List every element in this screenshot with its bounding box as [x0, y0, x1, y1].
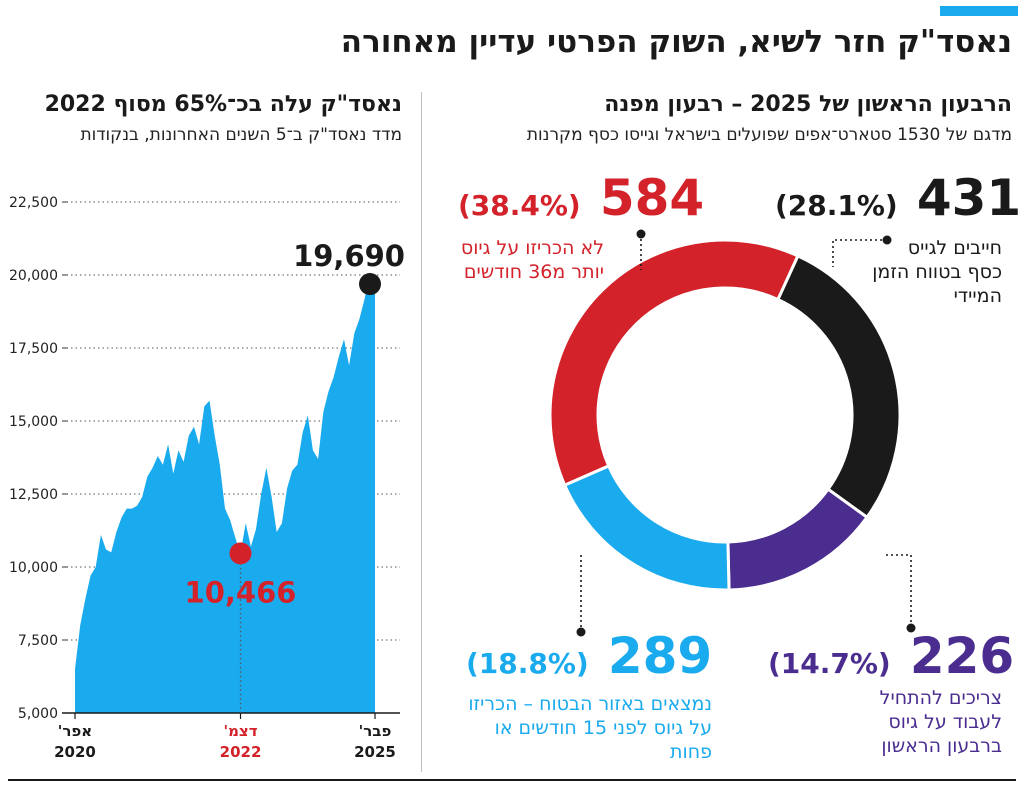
segment-red-percent: (38.4%) — [458, 189, 581, 222]
segment-black-header: (28.1%) 431 — [775, 169, 1022, 228]
donut-segment-3 — [548, 238, 800, 488]
segment-purple-header: (14.7%) 226 — [768, 630, 1020, 686]
segment-blue-description: נמצאים באזור הבטוח – הכריזו על גיוס לפני… — [468, 693, 712, 763]
x-tick-year: 2025 — [354, 743, 396, 761]
leader-lines — [576, 229, 916, 637]
y-axis: 22,500 20,000 17,500 15,000 12,500 10,000 7,50… — [9, 195, 68, 722]
segment-blue-header: (18.8%) 289 — [466, 630, 736, 686]
bottom-rule — [8, 779, 1016, 781]
x-axis: אפר' 2020 דצמ' 2022 פבר' 2025 — [54, 712, 400, 761]
x-tick-label: אפר' — [58, 722, 92, 740]
low-point-marker — [229, 542, 252, 565]
segment-purple-description: צריכים להתחיל לעבוד על גיוס ברבעון הראשו… — [879, 687, 1002, 757]
donut-segments — [548, 238, 902, 592]
leader-dot-blue — [576, 627, 586, 637]
panel-divider — [421, 92, 422, 772]
accent-bar — [940, 6, 1018, 16]
leader-dot-purple — [906, 623, 916, 633]
right-panel-subtitle: מדגם של 1530 סטארט־אפים שפועלים בישראל ו… — [526, 125, 1012, 145]
high-point-marker — [359, 273, 381, 296]
nasdaq-area-chart: 22,500 20,000 17,500 15,000 12,500 10,000 7,50… — [9, 195, 405, 761]
x-tick-year: 2022 — [220, 743, 262, 761]
leader-dot-red — [636, 229, 646, 239]
left-panel-title: נאסד"ק עלה בכ־65% מסוף 2022 — [44, 92, 402, 117]
segment-purple-count: 226 — [909, 627, 1015, 685]
leader-line-black — [832, 239, 887, 267]
segment-black-percent: (28.1%) — [775, 189, 898, 222]
x-tick-label: דצמ' — [223, 722, 257, 740]
leader-dot-black — [882, 235, 892, 245]
leader-line-purple — [886, 554, 912, 626]
segment-black-description: חייבים לגייס כסף בטווח הזמן המיידי — [872, 237, 1002, 307]
y-tick-label: 22,500 — [9, 195, 58, 211]
segment-blue-count: 289 — [607, 627, 713, 685]
chart-annotations: 10,466 19,690 — [185, 239, 405, 713]
y-tick-label: 20,000 — [9, 268, 58, 284]
page-title: נאסד"ק חזר לשיא, השוק הפרטי עדיין מאחורה — [340, 24, 1012, 60]
y-tick-label: 7,500 — [18, 633, 58, 649]
x-tick-year: 2020 — [54, 743, 96, 761]
nasdaq-area — [75, 272, 375, 713]
donut-segment-0 — [775, 253, 902, 520]
y-tick-label: 17,500 — [9, 341, 58, 357]
segment-red-description: לא הכריזו על גיוס יותר מ36 חודשים — [460, 237, 604, 283]
left-panel-subtitle: מדד נאסד"ק ב־5 השנים האחרונות, בנקודות — [80, 125, 402, 145]
high-point-label: 19,690 — [293, 239, 405, 273]
low-point-label: 10,466 — [185, 575, 297, 609]
segment-red-header: (38.4%) 584 — [458, 172, 733, 228]
startups-donut-chart — [548, 238, 902, 592]
x-tick-label: פבר' — [359, 722, 392, 740]
y-tick-label: 5,000 — [18, 706, 58, 722]
y-tick-label: 12,500 — [9, 487, 58, 503]
segment-red-count: 584 — [599, 169, 705, 227]
right-panel-title: הרבעון הראשון של 2025 – רבעון מפנה — [604, 92, 1012, 117]
y-tick-label: 10,000 — [9, 560, 58, 576]
segment-purple-percent: (14.7%) — [768, 647, 891, 680]
y-tick-label: 15,000 — [9, 414, 58, 430]
segment-black-count: 431 — [916, 169, 1022, 227]
segment-blue-percent: (18.8%) — [466, 647, 589, 680]
